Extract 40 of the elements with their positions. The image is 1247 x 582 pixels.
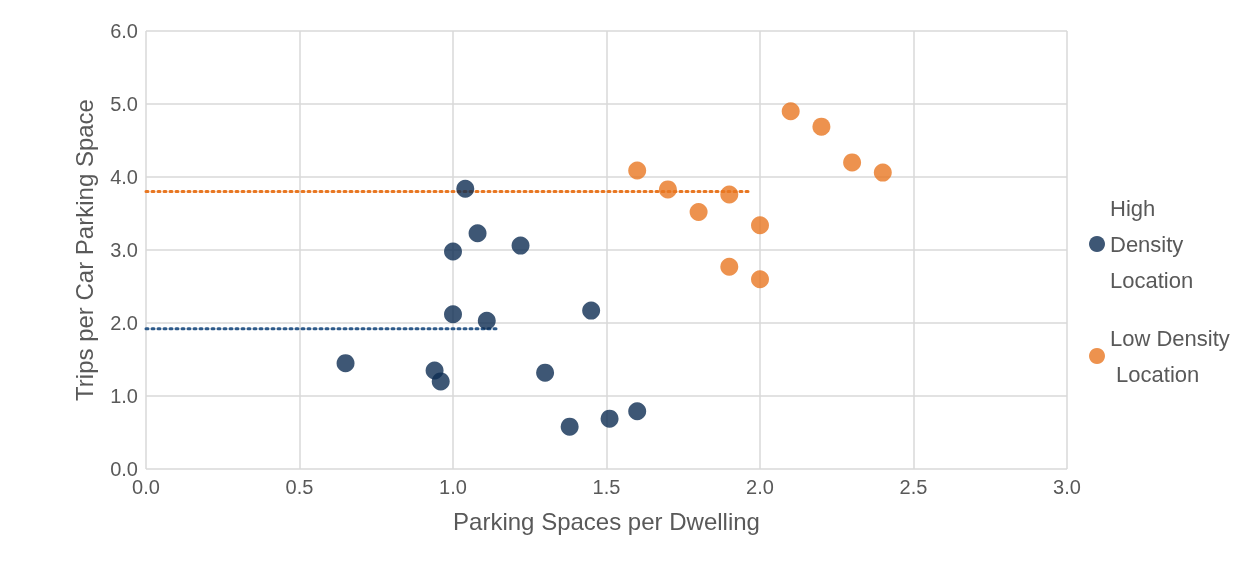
point [511,236,530,255]
point [781,102,800,121]
point [873,163,892,182]
point [456,179,475,198]
y-tick-label: 4.0 [110,166,138,188]
point [560,417,579,436]
x-axis-title: Parking Spaces per Dwelling [453,507,760,535]
point [628,402,647,421]
point [812,117,831,136]
point [468,224,487,243]
point [477,311,496,330]
point [751,270,769,289]
x-tick-label: 1.0 [439,476,467,498]
x-tick-label: 2.0 [746,476,774,498]
legend-label: Low Density Location [1110,325,1230,387]
y-tick-label: 5.0 [110,93,138,115]
y-tick-label: 1.0 [110,385,138,407]
point [843,153,862,172]
point [720,185,739,204]
point [431,372,450,391]
point [600,409,619,428]
x-tick-label: 1.5 [592,476,621,498]
point [336,354,355,373]
point [444,305,462,324]
point [751,216,769,235]
x-tick-label: 3.0 [1053,476,1081,498]
point [582,301,601,320]
legend-label: High Density Location [1110,195,1194,293]
y-axis-title: Trips per Car Parking Space [70,99,98,401]
x-tick-label: 2.5 [899,476,928,498]
x-tick-label: 0.5 [285,476,314,498]
point [720,257,739,276]
y-tick-label: 3.0 [110,239,138,261]
point [628,161,647,180]
point [444,242,462,261]
point [536,363,555,382]
point [658,180,677,199]
y-tick-label: 2.0 [110,312,138,334]
y-tick-label: 6.0 [110,20,138,42]
point [689,203,708,222]
